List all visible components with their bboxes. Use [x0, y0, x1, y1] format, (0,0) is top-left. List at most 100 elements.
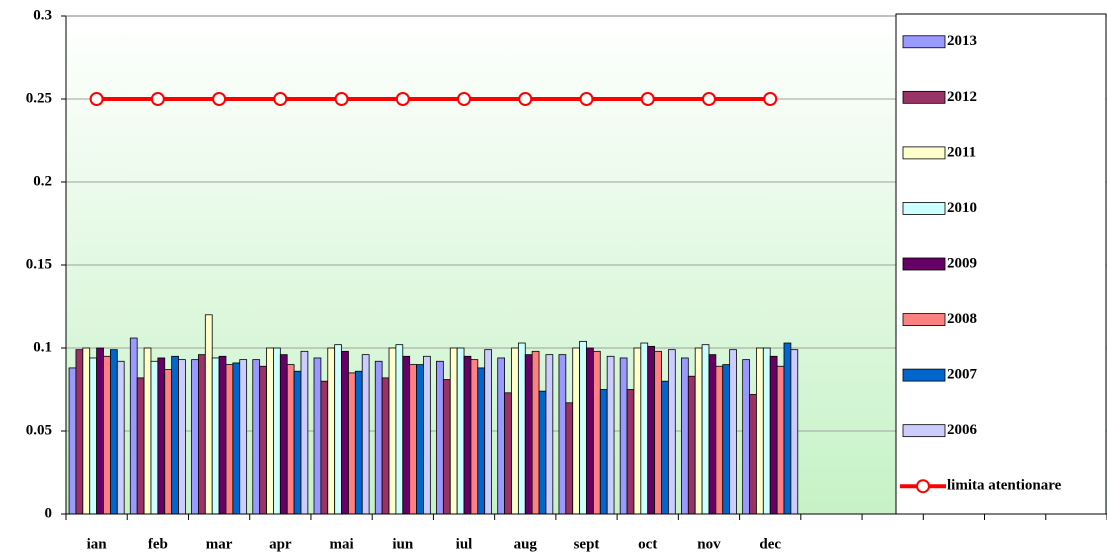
- bar: [129, 337, 138, 515]
- bar: [402, 355, 411, 515]
- bar: [769, 355, 778, 515]
- line-marker: [334, 92, 349, 106]
- bar: [762, 347, 771, 515]
- x-tick-label: mai: [329, 536, 353, 552]
- bar: [661, 380, 669, 515]
- bar: [279, 354, 288, 515]
- bar: [136, 377, 145, 515]
- bar: [654, 350, 662, 515]
- bar: [313, 357, 322, 515]
- bar: [143, 347, 152, 515]
- bar: [449, 347, 458, 515]
- bar: [164, 369, 173, 515]
- x-tick-label: dec: [759, 536, 781, 552]
- bar: [354, 370, 363, 515]
- bar: [225, 364, 234, 515]
- line-marker: [579, 92, 594, 106]
- bar: [423, 355, 431, 515]
- bar: [416, 364, 424, 515]
- bar: [286, 364, 295, 515]
- y-tick-label: 0: [45, 505, 53, 521]
- bar: [599, 389, 608, 515]
- y-tick-label: 0.1: [33, 339, 52, 355]
- bar: [68, 367, 77, 515]
- line-marker: [701, 92, 716, 106]
- bar: [783, 342, 792, 515]
- x-tick-label: aug: [514, 536, 538, 552]
- line-marker: [273, 92, 288, 106]
- bar: [504, 392, 512, 515]
- x-tick-label: mar: [206, 536, 233, 552]
- bar: [517, 342, 526, 515]
- bar: [749, 394, 757, 515]
- bar: [708, 354, 717, 515]
- bar: [456, 347, 465, 515]
- bar: [701, 344, 710, 515]
- bar: [477, 367, 486, 515]
- line-marker: [395, 92, 410, 106]
- bar: [232, 362, 241, 515]
- legend-swatch: [902, 257, 946, 271]
- bar: [341, 350, 349, 515]
- bar: [82, 347, 91, 515]
- bar: [381, 377, 390, 515]
- bar: [273, 347, 281, 515]
- bar: [524, 354, 533, 515]
- legend-swatch: [902, 202, 946, 215]
- y-tick-label: 0.3: [33, 7, 52, 23]
- bar: [592, 350, 601, 515]
- bar: [722, 364, 731, 515]
- bar: [211, 357, 220, 515]
- bar: [742, 359, 750, 515]
- bar: [511, 347, 519, 515]
- bar: [374, 360, 383, 515]
- bar: [790, 349, 799, 515]
- bar: [497, 357, 505, 515]
- bar: [252, 359, 261, 515]
- bar: [334, 344, 342, 515]
- x-tick-label: nov: [697, 536, 721, 552]
- y-tick-label: 0.05: [26, 422, 52, 438]
- line-marker: [150, 92, 165, 106]
- bar: [198, 354, 206, 515]
- bar: [531, 350, 540, 515]
- bar: [266, 347, 274, 515]
- bar: [191, 359, 199, 515]
- y-tick-label: 0.15: [26, 256, 52, 272]
- bar: [545, 354, 554, 515]
- bar: [395, 344, 404, 515]
- bar: [436, 360, 444, 515]
- bar: [565, 402, 574, 515]
- x-tick-label: oct: [638, 536, 657, 552]
- legend-label: 2013: [947, 33, 977, 49]
- y-tick-label: 0.2: [33, 173, 52, 189]
- legend-label: limita atentionare: [947, 478, 1062, 494]
- bar: [409, 364, 417, 515]
- bar: [572, 347, 581, 515]
- bar: [681, 357, 689, 515]
- bar: [239, 359, 248, 515]
- line-marker: [640, 92, 655, 106]
- line-marker: [518, 92, 533, 106]
- bar: [218, 355, 227, 515]
- bar: [619, 357, 628, 515]
- bar: [470, 359, 479, 515]
- bar: [259, 365, 267, 515]
- x-tick-label: iul: [456, 536, 473, 552]
- bar: [729, 349, 737, 515]
- bar: [96, 347, 104, 515]
- bar: [715, 365, 724, 515]
- bar: [626, 389, 635, 515]
- legend-swatch: [902, 35, 946, 49]
- bar: [150, 360, 159, 515]
- legend-label: 2009: [947, 255, 977, 271]
- bar: [756, 347, 764, 515]
- bar: [75, 349, 84, 515]
- line-marker: [763, 92, 778, 106]
- line-marker: [457, 92, 472, 106]
- bar: [463, 355, 472, 515]
- bar: [633, 347, 642, 515]
- bar: [668, 349, 676, 515]
- x-tick-label: sept: [574, 536, 600, 552]
- legend-label: 2010: [947, 200, 977, 216]
